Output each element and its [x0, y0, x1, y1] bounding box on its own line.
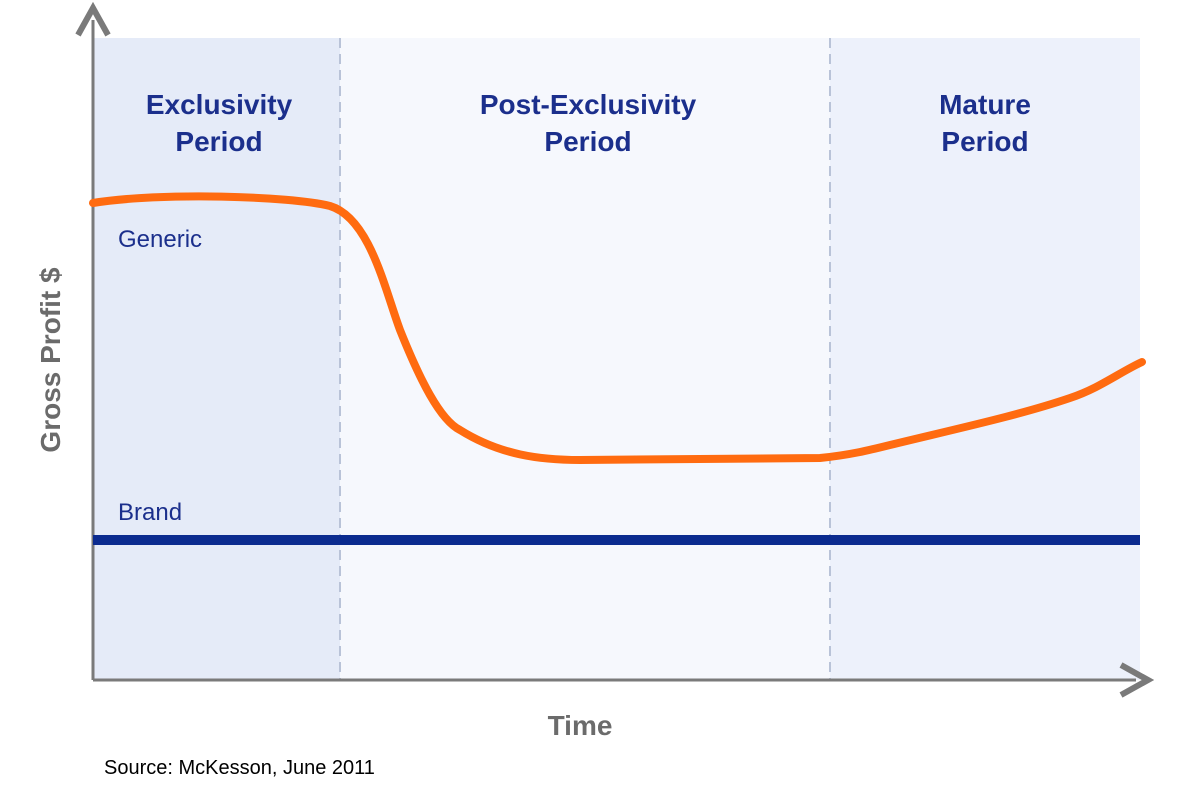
region-title: Period — [175, 126, 262, 157]
region-title: Period — [544, 126, 631, 157]
source: Source: McKesson, June 2011 — [104, 757, 375, 779]
x-axis-title: Time — [548, 710, 613, 741]
region-bg — [93, 38, 340, 680]
region-bg — [830, 38, 1140, 680]
series-label: Brand — [118, 499, 182, 526]
region-title: Post-Exclusivity — [480, 89, 697, 120]
region-bg — [340, 38, 830, 680]
generic-line — [89, 192, 1146, 465]
y-axis-title: Gross Profit $ — [35, 267, 66, 453]
series-label: Generic — [118, 226, 202, 253]
region-title: Mature — [939, 89, 1031, 120]
region-title: Exclusivity — [146, 89, 293, 120]
region-title: Period — [941, 126, 1028, 157]
